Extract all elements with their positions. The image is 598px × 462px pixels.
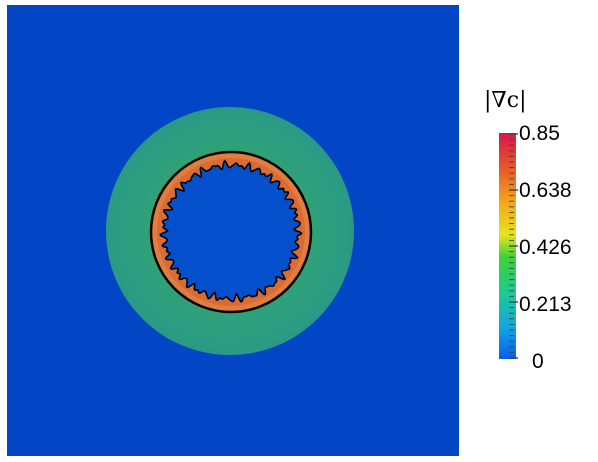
colorbar-tick-label: 0 — [532, 350, 544, 373]
colorbar-tick-label: 0.638 — [519, 179, 572, 202]
colorbar-title: |∇c| — [484, 88, 527, 113]
colorbar-ticks — [509, 133, 518, 359]
colorbar-tick-label: 0.85 — [519, 122, 560, 145]
inner-contour — [159, 159, 303, 303]
colorbar-tick-label: 0.213 — [519, 293, 572, 316]
colorbar-tick-label: 0.426 — [519, 236, 572, 259]
